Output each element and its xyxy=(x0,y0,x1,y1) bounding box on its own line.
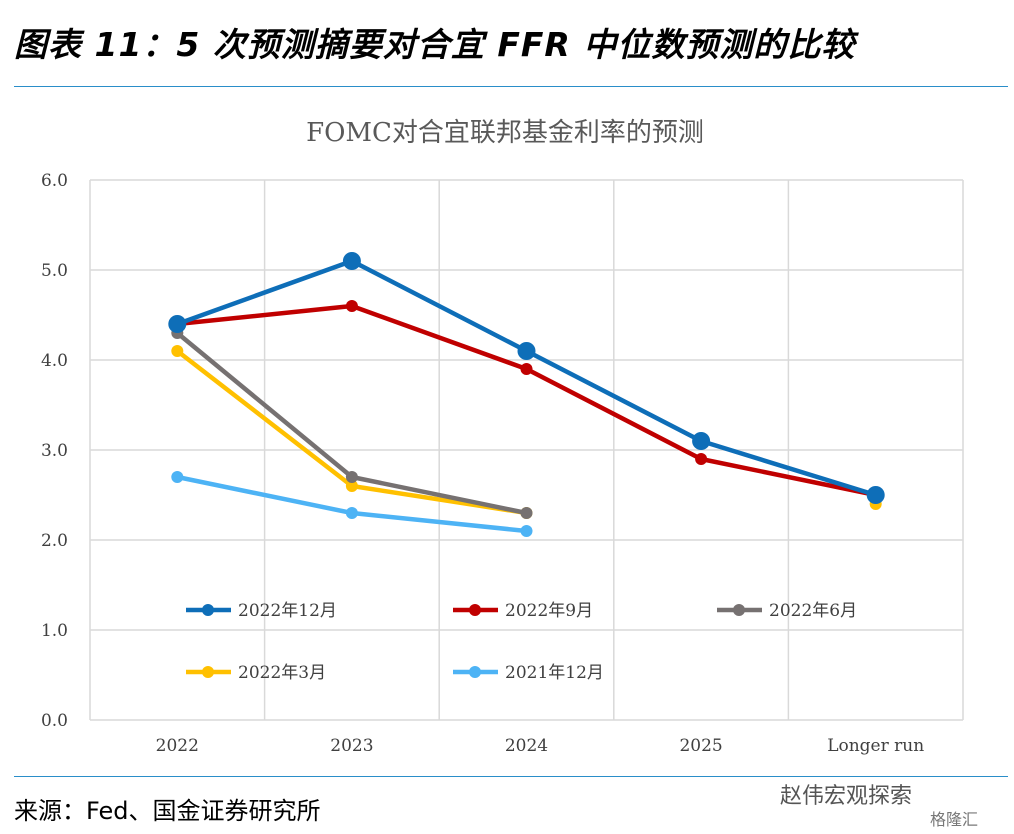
y-tick-label: 5.0 xyxy=(41,261,68,281)
x-tick-label: 2024 xyxy=(505,736,548,756)
data-point xyxy=(520,507,533,519)
source-note: 来源：Fed、国金证券研究所 xyxy=(14,797,321,825)
legend-item: 2022年3月 xyxy=(186,663,326,683)
chart-series xyxy=(168,252,885,537)
series-line xyxy=(177,303,877,498)
series-line xyxy=(177,351,875,513)
data-point xyxy=(520,363,533,375)
x-axis-ticks: 2022 2023 2024 2025 Longer run xyxy=(156,736,925,756)
watermark-brand: 格隆汇 xyxy=(930,810,979,829)
x-tick-label: 2022 xyxy=(156,736,199,756)
data-point xyxy=(171,471,184,483)
data-point xyxy=(692,432,711,450)
line-chart: FOMC对合宜联邦基金利率的预测 0.0 1.0 2.0 3.0 4.0 5.0 6.0 2… xyxy=(41,118,964,756)
legend-swatch-marker xyxy=(202,666,214,678)
legend-label: 2022年12月 xyxy=(238,601,337,621)
bottom-rule xyxy=(14,776,1008,777)
data-point xyxy=(171,345,184,357)
watermark: 赵伟宏观探索 xyxy=(780,784,913,809)
chart-grid xyxy=(89,179,964,721)
data-point xyxy=(520,525,533,537)
x-tick-label: 2025 xyxy=(679,736,722,756)
data-point xyxy=(168,315,187,333)
data-point xyxy=(342,252,361,270)
data-point xyxy=(695,453,708,465)
legend-label: 2022年3月 xyxy=(238,663,326,683)
legend-item: 2022年12月 xyxy=(186,601,337,621)
data-point xyxy=(517,342,536,360)
y-tick-label: 1.0 xyxy=(41,621,68,641)
chart-legend: 2022年12月 2022年9月 2022年6月 2022年3月 2021年12月 xyxy=(186,601,857,683)
legend-item: 2022年9月 xyxy=(453,601,593,621)
data-point xyxy=(345,480,358,492)
data-point xyxy=(345,471,358,483)
series-4 xyxy=(171,471,533,537)
y-tick-label: 6.0 xyxy=(41,171,68,191)
y-tick-label: 4.0 xyxy=(41,351,68,371)
data-point xyxy=(345,300,358,312)
legend-item: 2022年6月 xyxy=(717,601,857,621)
x-tick-label: Longer run xyxy=(827,736,924,756)
figure-title: 图表 11：5 次预测摘要对合宜 FFR 中位数预测的比较 xyxy=(14,25,856,64)
series-1 xyxy=(171,300,882,501)
y-tick-label: 3.0 xyxy=(41,441,68,461)
top-rule xyxy=(14,86,1008,87)
legend-swatch-marker xyxy=(469,604,481,616)
data-point xyxy=(345,507,358,519)
x-tick-label: 2023 xyxy=(330,736,373,756)
legend-swatch-marker xyxy=(469,666,481,678)
legend-swatch-marker xyxy=(733,604,745,616)
legend-label: 2022年9月 xyxy=(505,601,593,621)
series-0 xyxy=(168,252,885,504)
y-tick-label: 2.0 xyxy=(41,531,68,551)
y-tick-label: 0.0 xyxy=(41,711,68,731)
legend-label: 2021年12月 xyxy=(505,663,604,683)
chart-title: FOMC对合宜联邦基金利率的预测 xyxy=(306,118,704,148)
legend-item: 2021年12月 xyxy=(453,663,604,683)
legend-label: 2022年6月 xyxy=(769,601,857,621)
y-axis-ticks: 0.0 1.0 2.0 3.0 4.0 5.0 6.0 xyxy=(41,171,68,731)
data-point xyxy=(866,486,885,504)
series-line xyxy=(176,258,877,498)
legend-swatch-marker xyxy=(202,604,214,616)
